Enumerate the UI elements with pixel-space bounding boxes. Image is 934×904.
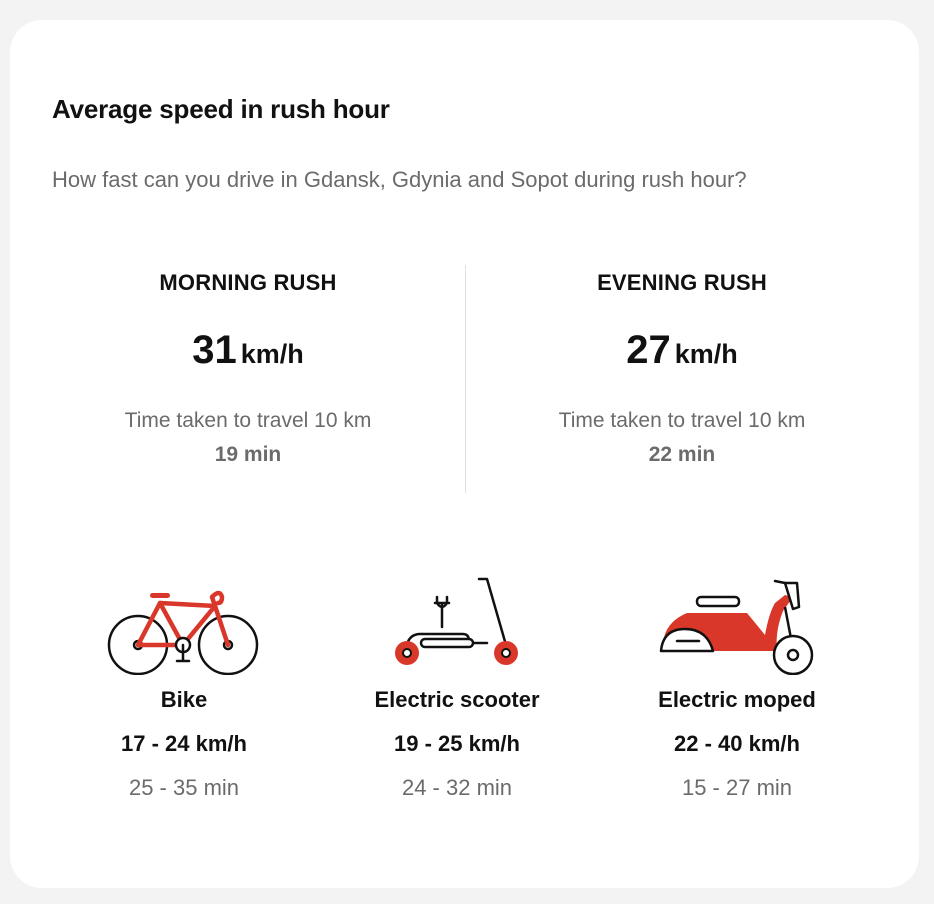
evening-speed-unit: km/h (674, 339, 738, 369)
evening-rush-label: EVENING RUSH (597, 270, 767, 295)
morning-speed: 31 km/h (38, 326, 458, 383)
bike-speed: 17 - 24 km/h (121, 731, 247, 756)
evening-travel-time: 22 min (648, 443, 716, 466)
evening-rush-panel: EVENING RUSH 27 km/h Time taken to travel… (472, 270, 892, 467)
morning-travel-time: 19 min (214, 443, 282, 466)
bike-icon (107, 590, 259, 675)
card-title: Average speed in rush hour (52, 94, 390, 124)
vehicle-bike: Bike 17 - 24 km/h 25 - 35 min (64, 575, 304, 801)
evening-speed-value: 27 (626, 328, 671, 372)
morning-speed-value: 31 (192, 328, 237, 372)
morning-rush-panel: MORNING RUSH 31 km/h Time taken to travel… (38, 270, 458, 467)
bike-name: Bike (160, 687, 208, 712)
electric-moped-name: Electric moped (658, 687, 816, 712)
rush-divider (465, 265, 466, 493)
vehicle-electric-scooter: Electric scooter 19 - 25 km/h 24 - 32 mi… (337, 575, 577, 801)
vehicle-electric-moped: Electric moped 22 - 40 km/h 15 - 27 min (617, 575, 857, 801)
electric-scooter-speed: 19 - 25 km/h (394, 731, 520, 756)
electric-moped-speed: 22 - 40 km/h (674, 731, 800, 756)
morning-speed-unit: km/h (240, 339, 304, 369)
electric-scooter-name: Electric scooter (374, 687, 540, 712)
electric-scooter-icon (395, 577, 518, 665)
electric-moped-icon (659, 579, 814, 675)
morning-rush-label: MORNING RUSH (159, 270, 337, 295)
card-subtitle: How fast can you drive in Gdansk, Gdynia… (52, 167, 747, 192)
rush-hour-card: Average speed in rush hour How fast can … (10, 20, 919, 888)
evening-speed: 27 km/h (472, 326, 892, 383)
electric-scooter-time: 24 - 32 min (401, 775, 513, 800)
bike-time: 25 - 35 min (128, 775, 240, 800)
electric-moped-time: 15 - 27 min (681, 775, 793, 800)
morning-travel-label: Time taken to travel 10 km (124, 409, 372, 432)
evening-travel-label: Time taken to travel 10 km (558, 409, 806, 432)
